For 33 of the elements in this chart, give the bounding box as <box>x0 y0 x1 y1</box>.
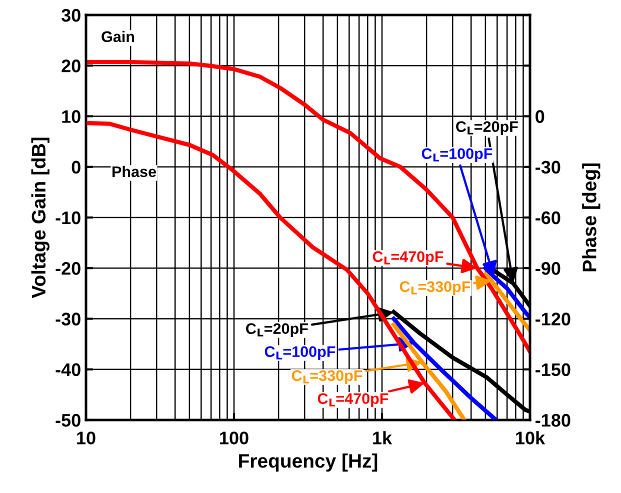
y2-tick-label: -120 <box>536 312 570 326</box>
y-tick-label: -10 <box>56 211 80 224</box>
x-tick-label: 1k <box>373 431 392 444</box>
y-tick-label: -50 <box>56 414 80 427</box>
y-tick-label: 20 <box>62 60 80 72</box>
annotation: C$_{L}$=100pF <box>422 148 492 162</box>
annotation: C$_{L}$=100pF <box>264 346 336 360</box>
x-tick-label: 10k <box>516 431 546 444</box>
y-tick-label: 0 <box>72 160 80 174</box>
y2-tick-label: -180 <box>536 414 570 427</box>
y-tick-label: 30 <box>61 8 80 22</box>
x-tick-label: 100 <box>220 432 248 444</box>
annotation: C$_{L}$=20pF <box>246 323 308 338</box>
annotation: Gain <box>102 30 134 42</box>
x-axis-title: Frequency [Hz] <box>239 454 378 472</box>
y-tick-label: -40 <box>56 363 80 376</box>
y-tick-label: 10 <box>62 110 80 123</box>
annotation: C$_{L}$=470pF <box>372 251 444 266</box>
y2-tick-label: -150 <box>536 363 570 376</box>
annotation: C$_{L}$=470pF <box>318 393 388 408</box>
y2-tick-label: -60 <box>536 211 560 224</box>
annotation: C$_{L}$=330pF <box>292 370 362 384</box>
y2-axis-title: Phase [deg] <box>582 163 600 272</box>
x-tick-label: 10 <box>77 432 96 444</box>
annotation: Phase <box>112 166 156 178</box>
y2-tick-label: -30 <box>536 160 560 174</box>
annotation: C$_{L}$=20pF <box>456 121 518 136</box>
y-tick-label: -30 <box>56 312 80 326</box>
y2-tick-label: -90 <box>536 262 560 275</box>
y-tick-label: -20 <box>56 262 80 275</box>
annotation: C$_{L}$=330pF <box>400 281 470 296</box>
y2-tick-label: 0 <box>536 110 544 123</box>
y-axis-title: Voltage Gain [dB] <box>31 138 50 298</box>
